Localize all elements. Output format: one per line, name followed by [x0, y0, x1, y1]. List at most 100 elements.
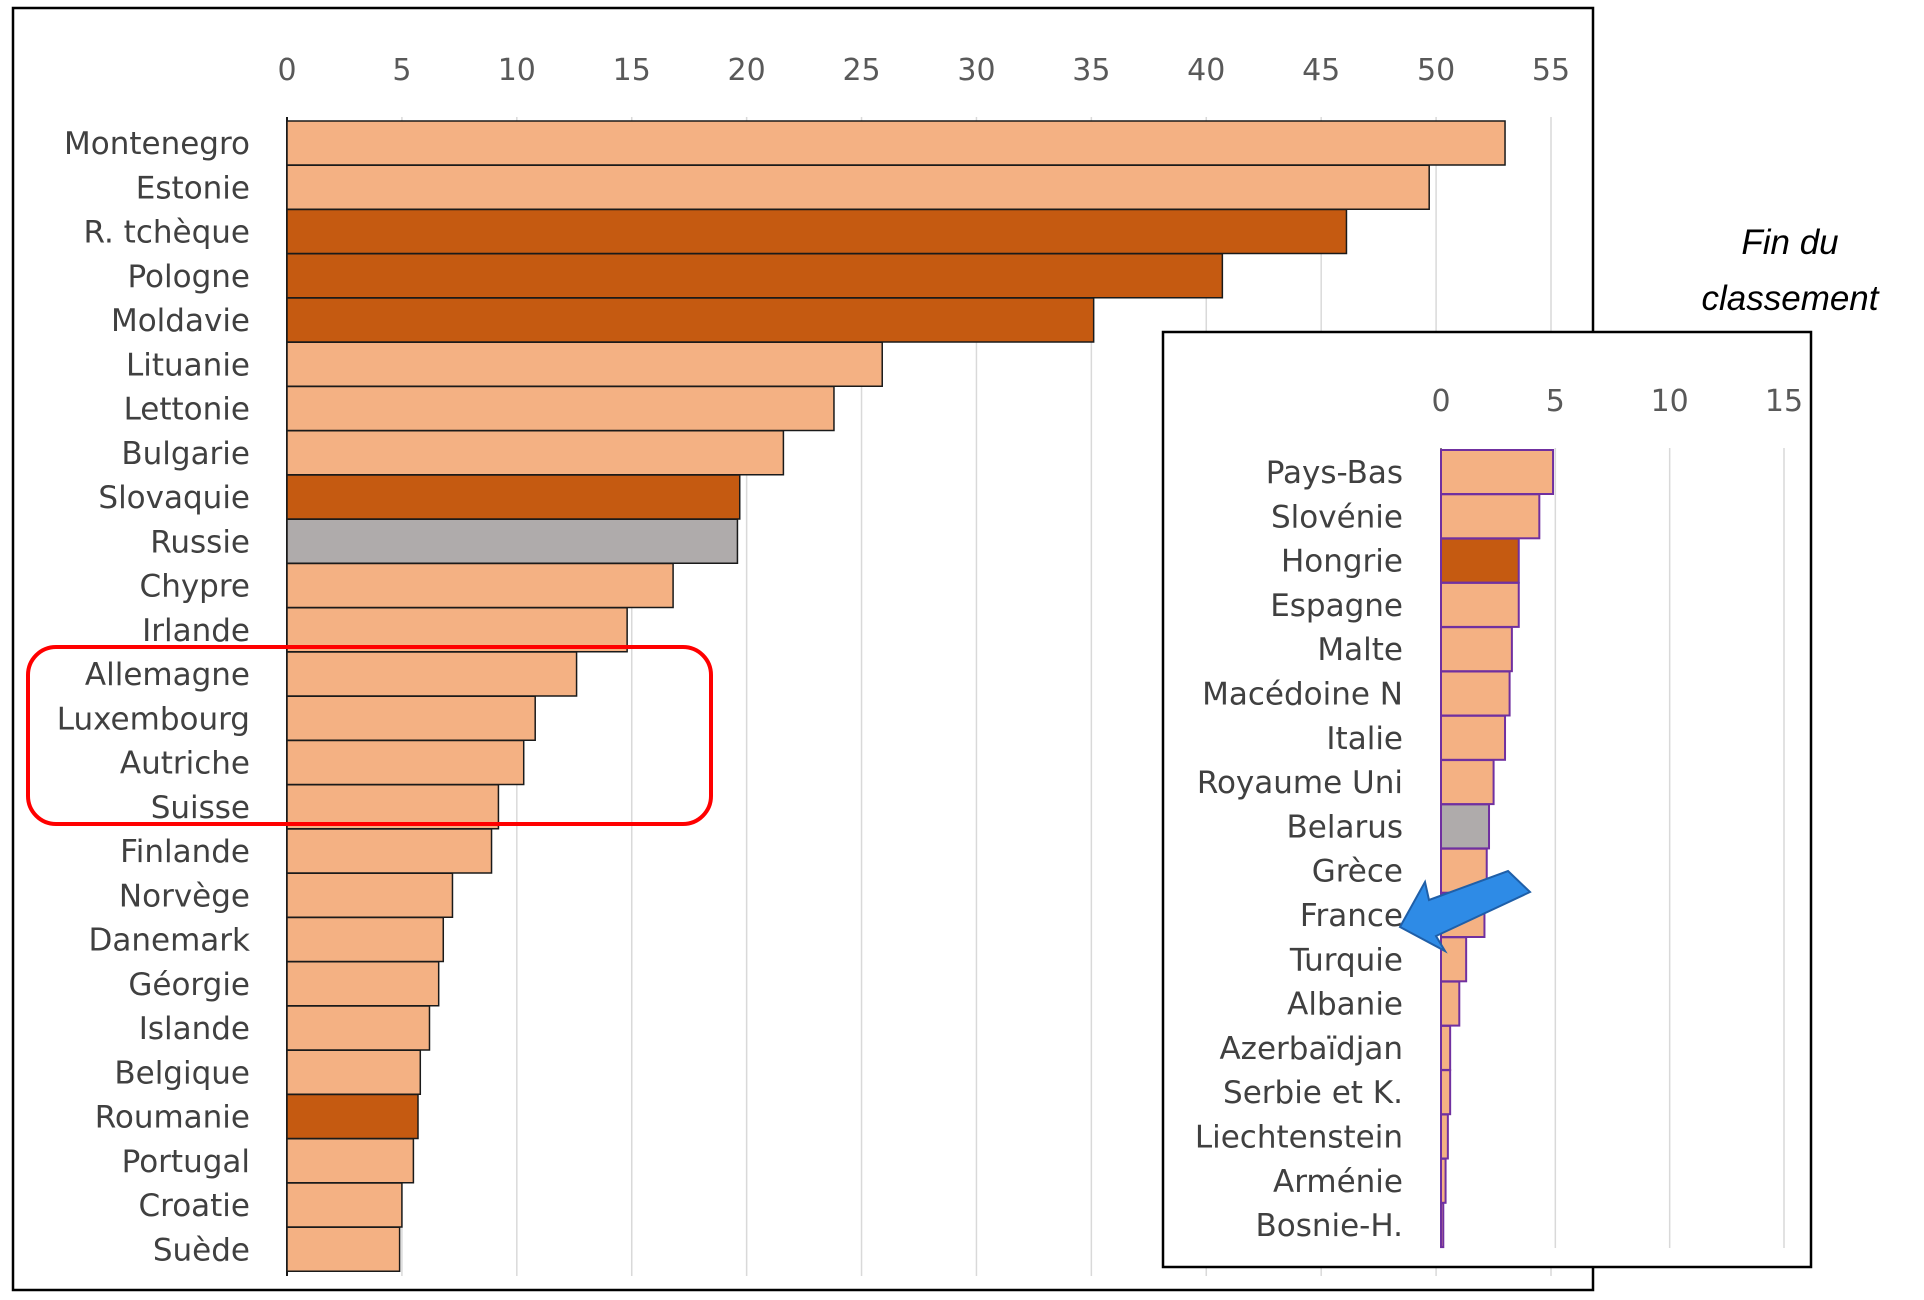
inset-label-macedoine-n: Macédoine N — [1202, 677, 1403, 713]
main-label-luxembourg: Luxembourg — [57, 701, 250, 737]
inset-note-line1: Fin du — [1741, 223, 1838, 262]
main-label-islande: Islande — [139, 1011, 250, 1047]
main-tick-label: 0 — [277, 53, 296, 88]
main-label-montenegro: Montenegro — [64, 126, 250, 162]
inset-label-belarus: Belarus — [1287, 809, 1404, 845]
main-label-estonie: Estonie — [136, 170, 250, 206]
main-bar-slovaquie — [286, 474, 741, 520]
main-label-suisse: Suisse — [151, 790, 250, 826]
inset-label-espagne: Espagne — [1270, 588, 1403, 624]
main-tick-label: 45 — [1302, 53, 1340, 88]
main-label-russie: Russie — [150, 524, 250, 560]
main-bar-estonie — [286, 164, 1430, 210]
main-tick-label: 25 — [842, 53, 880, 88]
inset-bar-azerbaidjan — [1440, 1024, 1452, 1071]
main-tick-label: 5 — [392, 53, 411, 88]
main-bar-portugal — [286, 1138, 415, 1184]
main-tick-label: 30 — [957, 53, 995, 88]
main-bar-croatie — [286, 1182, 403, 1228]
inset-label-turquie: Turquie — [1289, 942, 1403, 978]
inset-bar-albanie — [1440, 980, 1461, 1027]
main-tick-label: 40 — [1187, 53, 1225, 88]
main-label-belgique: Belgique — [114, 1055, 250, 1091]
main-label-danemark: Danemark — [89, 923, 251, 959]
main-tick-label: 50 — [1417, 53, 1455, 88]
main-bar-danemark — [286, 916, 445, 963]
main-bar-suede — [286, 1226, 401, 1272]
main-bar-moldavie — [286, 297, 1095, 343]
inset-label-royaume-uni: Royaume Uni — [1197, 765, 1403, 801]
inset-bar-serbie-et-k — [1440, 1069, 1452, 1116]
main-label-slovaquie: Slovaquie — [98, 480, 250, 516]
main-tick-label: 15 — [613, 53, 651, 88]
main-chart: 0 5 10 15 20 25 30 35 40 45 50 55MontenegroEstonieR… — [57, 53, 1570, 1276]
inset-chart: 0 5 10 15 Pays-Bas Slovénie Hongrie Espagne Malt… — [1195, 384, 1803, 1249]
inset-label-armenie: Arménie — [1273, 1164, 1403, 1200]
inset-bar-macedoine-n — [1440, 670, 1511, 717]
main-label-finlande: Finlande — [120, 834, 250, 870]
inset-tick-label: 10 — [1651, 384, 1689, 419]
inset-label-italie: Italie — [1326, 721, 1403, 757]
inset-tick-label: 5 — [1546, 384, 1565, 419]
main-label-irlande: Irlande — [142, 613, 250, 649]
main-label-suede: Suède — [153, 1232, 250, 1268]
inset-bar-belarus — [1440, 803, 1491, 850]
highlight-box — [26, 645, 713, 826]
main-label-pologne: Pologne — [127, 259, 250, 295]
inset-label-bosnie-h: Bosnie-H. — [1255, 1208, 1403, 1244]
main-bar-r-tcheque — [286, 208, 1348, 255]
main-bar-islande — [286, 1005, 431, 1051]
inset-bar-turquie — [1440, 936, 1468, 983]
inset-bar-espagne — [1440, 581, 1520, 628]
main-bar-luxembourg — [286, 695, 536, 741]
main-label-bulgarie: Bulgarie — [121, 436, 250, 472]
inset-bar-bosnie-h — [1440, 1202, 1445, 1249]
main-bar-pologne — [286, 253, 1224, 299]
inset-bar-pays-bas — [1440, 449, 1555, 495]
inset-tick-label: 15 — [1765, 384, 1803, 419]
main-bar-lituanie — [286, 341, 883, 387]
main-bar-belgique — [286, 1049, 422, 1095]
main-label-autriche: Autriche — [120, 746, 250, 782]
arrow-icon — [1398, 869, 1532, 954]
main-bar-bulgarie — [286, 430, 785, 476]
main-bar-chypre — [286, 562, 674, 609]
inset-label-serbie-et-k: Serbie et K. — [1223, 1075, 1403, 1111]
main-bar-russie — [286, 518, 739, 564]
main-label-roumanie: Roumanie — [95, 1100, 250, 1136]
inset-note-line2: classement — [1701, 279, 1879, 318]
inset-label-hongrie: Hongrie — [1281, 544, 1403, 580]
inset-bar-royaume-uni — [1440, 759, 1495, 806]
inset-label-malte: Malte — [1317, 632, 1403, 668]
main-label-chypre: Chypre — [140, 569, 250, 605]
main-bar-norvege — [286, 872, 454, 918]
inset-label-pays-bas: Pays-Bas — [1266, 455, 1403, 491]
main-label-portugal: Portugal — [122, 1144, 250, 1180]
main-label-lettonie: Lettonie — [124, 392, 250, 428]
inset-label-grece: Grèce — [1312, 854, 1403, 890]
main-bar-lettonie — [286, 385, 835, 432]
inset-label-france: France — [1300, 898, 1403, 934]
main-label-allemagne: Allemagne — [85, 657, 250, 693]
inset-bar-slovenie — [1440, 493, 1541, 540]
main-label-norvege: Norvège — [119, 878, 250, 914]
main-bar-irlande — [286, 607, 628, 653]
main-label-lituanie: Lituanie — [126, 347, 250, 383]
inset-label-azerbaidjan: Azerbaïdjan — [1219, 1031, 1403, 1067]
main-bar-allemagne — [286, 651, 578, 697]
main-bar-finlande — [286, 828, 493, 874]
inset-tick-label: 0 — [1431, 384, 1450, 419]
inset-label-slovenie: Slovénie — [1271, 499, 1403, 535]
inset-bar-italie — [1440, 714, 1507, 761]
main-bar-autriche — [286, 739, 525, 786]
main-bar-georgie — [286, 961, 440, 1007]
inset-label-liechtenstein: Liechtenstein — [1195, 1120, 1403, 1156]
main-bar-roumanie — [286, 1093, 419, 1140]
main-label-moldavie: Moldavie — [111, 303, 250, 339]
main-tick-label: 35 — [1072, 53, 1110, 88]
main-label-croatie: Croatie — [138, 1188, 250, 1224]
inset-bar-malte — [1440, 626, 1513, 673]
inset-label-albanie: Albanie — [1287, 987, 1403, 1023]
inset-bar-armenie — [1440, 1157, 1447, 1204]
